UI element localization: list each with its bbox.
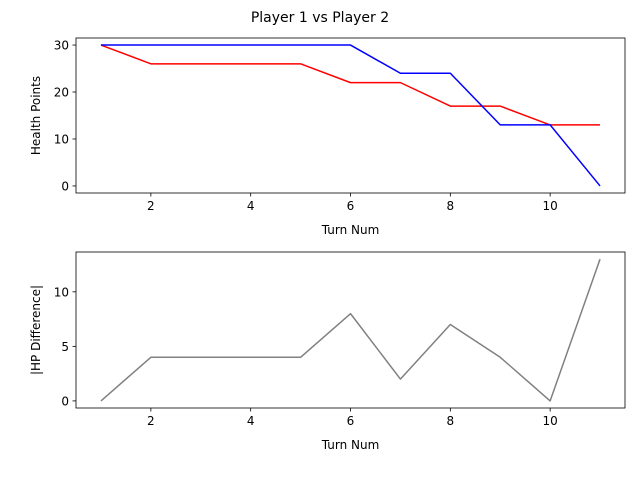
- hp-difference-line: [100, 258, 601, 402]
- x-tick-label: 6: [347, 199, 355, 213]
- y-tick-label: 5: [61, 340, 69, 354]
- y-tick-label: 0: [61, 179, 69, 193]
- y-tick-label: 20: [54, 86, 69, 100]
- x-tick-label: 4: [247, 414, 255, 428]
- x-tick-label: 8: [446, 199, 454, 213]
- hp-chart: 2 4 6 8 10 0 10 20 30 Turn Num Health Points: [29, 37, 626, 237]
- y-axis-label: |HP Difference|: [29, 285, 43, 375]
- y-tick-label: 10: [54, 132, 69, 146]
- x-axis-label: Turn Num: [321, 438, 380, 452]
- player-1-line: [100, 44, 601, 187]
- x-axis-label: Turn Num: [321, 223, 380, 237]
- x-tick-label: 4: [247, 199, 255, 213]
- y-tick-label: 10: [54, 285, 69, 299]
- hp-difference-chart: 2 4 6 8 10 0 5 10 Turn Num |HP Difference|: [29, 251, 626, 452]
- x-tick-label: 8: [446, 414, 454, 428]
- x-tick-label: 10: [542, 199, 557, 213]
- y-tick-label: 30: [54, 39, 69, 53]
- figure-title: Player 1 vs Player 2: [251, 10, 389, 26]
- x-tick-label: 2: [147, 199, 155, 213]
- player-2-line: [100, 44, 601, 126]
- axes-frame: [75, 251, 626, 409]
- x-tick-label: 10: [542, 414, 557, 428]
- y-axis-label: Health Points: [29, 76, 43, 155]
- x-tick-label: 6: [347, 414, 355, 428]
- y-tick-label: 0: [61, 394, 69, 408]
- axes-frame: [75, 37, 626, 194]
- x-tick-label: 2: [147, 414, 155, 428]
